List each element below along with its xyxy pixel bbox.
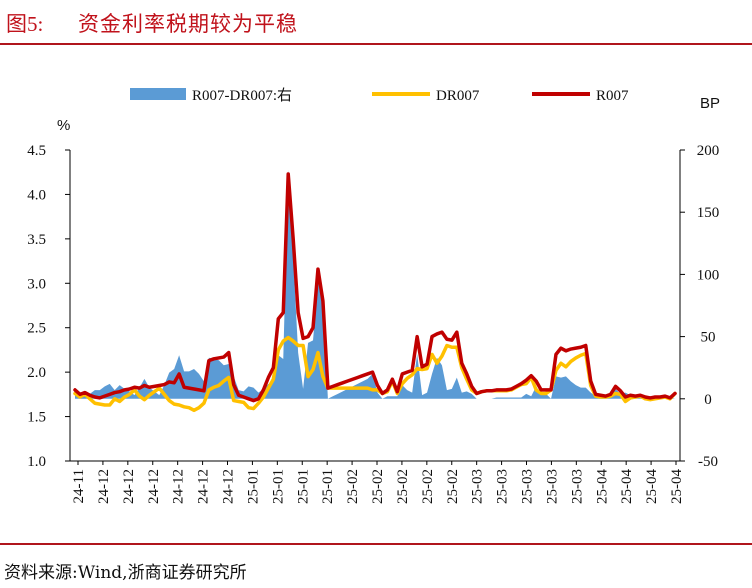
- right-tick-label: 100: [697, 267, 720, 283]
- left-axis-unit: %: [57, 117, 70, 134]
- x-tick-label: 25-03: [569, 469, 585, 504]
- x-tick-label: 25-04: [669, 469, 685, 504]
- figure-label: 图5:: [6, 12, 44, 36]
- r007-line: [73, 172, 677, 403]
- x-tick-label: 25-01: [295, 469, 311, 504]
- x-tick-label: 25-03: [520, 469, 536, 504]
- spread-area: [75, 169, 675, 399]
- x-tick-label: 24-12: [146, 469, 162, 504]
- x-tick-label: 25-04: [594, 469, 610, 504]
- legend-label-spread: R007-DR007:右: [192, 87, 292, 104]
- right-tick-label: 200: [697, 143, 720, 159]
- x-tick-label: 25-02: [345, 469, 361, 504]
- x-tick-label: 25-02: [420, 469, 436, 504]
- x-tick-label: 25-01: [320, 469, 336, 504]
- x-tick-label: 25-02: [445, 469, 461, 504]
- x-tick-label: 24-12: [171, 469, 187, 504]
- legend-label-r007: R007: [596, 88, 629, 104]
- dr007-line: [73, 335, 677, 413]
- left-tick-label: 3.0: [27, 276, 46, 292]
- chart-legend: R007-DR007:右 DR007 R007: [130, 87, 629, 104]
- right-tick-label: 150: [697, 205, 720, 221]
- legend-label-dr007: DR007: [436, 88, 480, 104]
- x-tick-label: 24-12: [121, 469, 137, 504]
- x-tick-label: 25-01: [245, 469, 261, 504]
- source-note: 资料来源:Wind,浙商证券研究所: [4, 563, 247, 583]
- x-tick-label: 24-11: [71, 469, 87, 503]
- x-tick-label: 25-04: [644, 469, 660, 504]
- x-tick-label: 24-12: [221, 469, 237, 504]
- x-tick-label: 25-03: [470, 469, 486, 504]
- left-tick-label: 1.0: [27, 454, 46, 470]
- right-tick-label: 0: [704, 392, 712, 408]
- x-tick-label: 24-12: [96, 469, 112, 504]
- figure-title: 资金利率税期较为平稳: [78, 12, 298, 36]
- right-axis-unit: BP: [700, 95, 720, 112]
- x-tick-label: 25-02: [395, 469, 411, 504]
- line-series: [73, 172, 677, 413]
- chart-axes: [69, 150, 681, 462]
- header-rule: [0, 43, 752, 45]
- left-tick-label: 4.5: [27, 143, 46, 159]
- x-tick-label: 25-03: [544, 469, 560, 504]
- left-tick-label: 2.0: [27, 365, 46, 381]
- legend-swatch-spread: [130, 88, 186, 100]
- left-tick-label: 3.5: [27, 232, 46, 248]
- left-tick-label: 2.5: [27, 321, 46, 337]
- footer-rule: [0, 543, 752, 545]
- left-tick-label: 4.0: [27, 187, 46, 203]
- left-tick-label: 1.5: [27, 410, 46, 426]
- right-tick-label: 50: [701, 330, 716, 346]
- x-tick-label: 25-04: [619, 469, 635, 504]
- right-tick-label: -50: [698, 454, 718, 470]
- x-tick-label: 25-03: [495, 469, 511, 504]
- x-tick-label: 25-01: [270, 469, 286, 504]
- figure-header: 图5: 资金利率税期较为平稳: [0, 0, 752, 46]
- x-tick-label: 24-12: [196, 469, 212, 504]
- chart: 1.0 1.5 2.0 2.5 3.0 3.5 4.0 4.5 -50 0 50 100 150 200 2…: [27, 87, 720, 504]
- axis-ticks: 1.0 1.5 2.0 2.5 3.0 3.5 4.0 4.5 -50 0 50 100 150 200 2…: [27, 143, 719, 504]
- x-tick-label: 25-02: [370, 469, 386, 504]
- spread-area-series: [75, 169, 675, 399]
